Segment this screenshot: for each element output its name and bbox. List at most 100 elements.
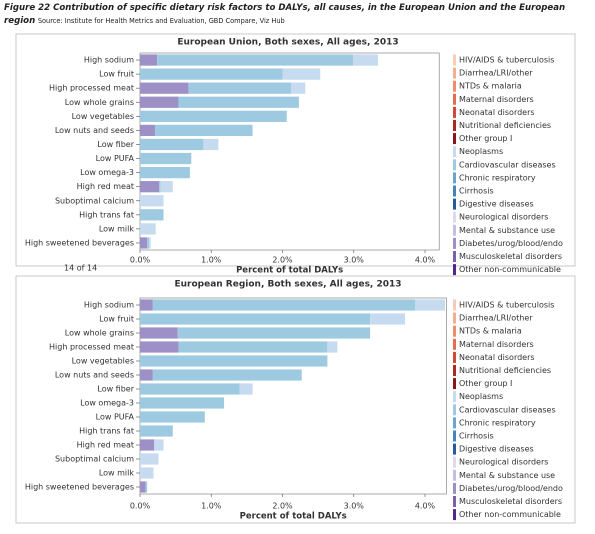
bar-segment	[327, 341, 338, 353]
x-tick-label: 0.0%	[130, 502, 151, 511]
bar-segment	[140, 481, 146, 493]
x-tick-label: 1.0%	[201, 502, 222, 511]
panel	[15, 275, 576, 524]
category-label: High red meat	[77, 182, 134, 191]
x-tick-label: 2.0%	[272, 256, 293, 265]
category-label: Low vegetables	[72, 357, 134, 366]
legend-label: Cardiovascular diseases	[459, 160, 556, 169]
legend-swatch	[453, 299, 456, 311]
legend-label: Digestive diseases	[459, 445, 534, 454]
x-tick-label: 1.0%	[201, 256, 222, 265]
bar-segment	[415, 299, 445, 311]
legend-swatch	[453, 496, 456, 507]
category-label: High sweetened beverages	[25, 238, 134, 247]
legend-swatch	[453, 325, 456, 337]
legend-swatch	[453, 509, 456, 521]
bar-segment	[140, 411, 205, 423]
bar-segment	[152, 299, 416, 311]
bar-segment	[160, 181, 173, 193]
x-tick-label: 4.0%	[415, 502, 436, 511]
legend-swatch	[453, 93, 456, 105]
legend-swatch	[453, 159, 456, 171]
legend-label: Neonatal disorders	[459, 353, 535, 362]
legend-swatch	[453, 120, 456, 131]
category-label: High sodium	[84, 301, 134, 310]
legend-label: Cirrhosis	[459, 432, 494, 441]
bar-segment	[140, 313, 371, 325]
legend-label: HIV/AIDS & tuberculosis	[459, 301, 554, 310]
category-label: Low fiber	[97, 140, 134, 149]
legend-swatch	[453, 404, 456, 416]
bar-segment	[140, 138, 204, 151]
bar-segment	[145, 481, 148, 493]
category-label: High trans fat	[79, 210, 134, 219]
legend-swatch	[453, 211, 456, 223]
legend-label: Nutritional deficiencies	[459, 366, 551, 375]
category-label: High trans fat	[79, 427, 134, 436]
bar-segment	[140, 110, 287, 122]
category-label: High sodium	[84, 56, 134, 65]
legend-swatch	[453, 172, 456, 184]
bar-segment	[149, 237, 151, 249]
legend-label: Neurological disorders	[459, 458, 548, 467]
legend-label: Chronic respiratory	[459, 418, 536, 427]
category-label: Low vegetables	[72, 112, 134, 121]
bar-segment	[282, 68, 321, 80]
legend-swatch	[453, 264, 456, 276]
category-label: High red meat	[77, 441, 134, 450]
legend-swatch	[453, 351, 456, 363]
legend-swatch	[453, 133, 456, 145]
legend-label: Other non-communicable	[459, 265, 561, 274]
bar-segment	[140, 327, 178, 339]
legend-swatch	[453, 312, 456, 324]
bar-segment	[140, 355, 328, 367]
bar-segment	[140, 299, 153, 311]
legend-swatch	[453, 365, 456, 376]
legend-swatch	[453, 456, 456, 468]
legend-swatch	[453, 417, 456, 429]
legend-label: NTDs & malaria	[459, 82, 522, 91]
category-label: Low fruit	[99, 70, 134, 79]
legend-label: Diabetes/urog/blood/endo	[459, 484, 563, 493]
bar-segment	[140, 195, 164, 207]
legend-label: Chronic respiratory	[459, 173, 536, 182]
legend-label: Mental & substance use	[459, 471, 555, 480]
bar-segment	[178, 96, 299, 108]
legend-label: Diarrhea/LRI/other	[459, 314, 533, 323]
bar-segment	[178, 341, 328, 353]
bar-segment	[140, 467, 154, 479]
bar-segment	[140, 453, 159, 465]
bar-segment	[140, 425, 173, 437]
x-tick-label: 3.0%	[344, 502, 365, 511]
bar-segment	[152, 369, 302, 381]
legend-label: Digestive diseases	[459, 200, 534, 209]
x-axis-label: Percent of total DALYs	[236, 266, 343, 276]
legend-label: Cardiovascular diseases	[459, 405, 556, 414]
legend-label: Other non-communicable	[459, 510, 561, 519]
x-axis-label: Percent of total DALYs	[240, 512, 347, 522]
bar-segment	[147, 237, 150, 249]
caption-title: Figure 22 Contribution of specific dieta…	[4, 3, 566, 26]
legend-label: Nutritional deficiencies	[459, 121, 551, 130]
panel	[15, 33, 576, 267]
caption: Figure 22 Contribution of specific dieta…	[4, 1, 592, 27]
bar-segment	[239, 383, 253, 395]
legend-label: Cirrhosis	[459, 187, 494, 196]
legend-swatch	[453, 67, 456, 79]
legend-swatch	[453, 80, 456, 92]
category-label: Low milk	[99, 224, 135, 233]
legend-label: Diarrhea/LRI/other	[459, 69, 533, 78]
bar-segment	[140, 54, 158, 66]
caption-source: Source: Institute for Health Metrics and…	[37, 17, 285, 25]
legend-label: Neurological disorders	[459, 213, 548, 222]
legend-label: Maternal disorders	[459, 340, 534, 349]
legend-label: HIV/AIDS & tuberculosis	[459, 56, 554, 65]
bar-segment	[140, 369, 153, 381]
bar-segment	[140, 96, 179, 108]
legend-label: Neoplasms	[459, 392, 503, 401]
legend-swatch	[453, 469, 456, 481]
legend-swatch	[453, 251, 456, 262]
category-label: Low omega-3	[80, 399, 134, 408]
